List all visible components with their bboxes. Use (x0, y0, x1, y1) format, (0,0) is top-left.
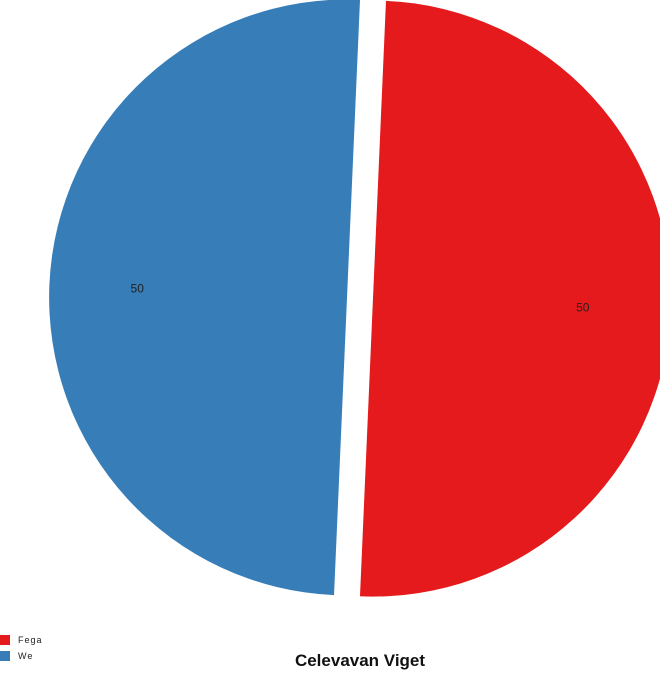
legend-swatch-we (0, 651, 10, 661)
legend-item-we: We (0, 648, 43, 664)
legend-swatch-fega (0, 635, 10, 645)
legend-label-fega: Fega (18, 635, 43, 645)
pie-slice-we (49, 0, 360, 596)
legend: Fega We (0, 632, 43, 664)
pie-slice-fega (359, 0, 660, 597)
slice-value-label-fega: 50 (576, 301, 590, 315)
legend-item-fega: Fega (0, 632, 43, 648)
slice-value-label-we: 50 (131, 281, 145, 295)
legend-label-we: We (18, 651, 34, 661)
chart-title: Celevavan Viget (294, 651, 426, 670)
